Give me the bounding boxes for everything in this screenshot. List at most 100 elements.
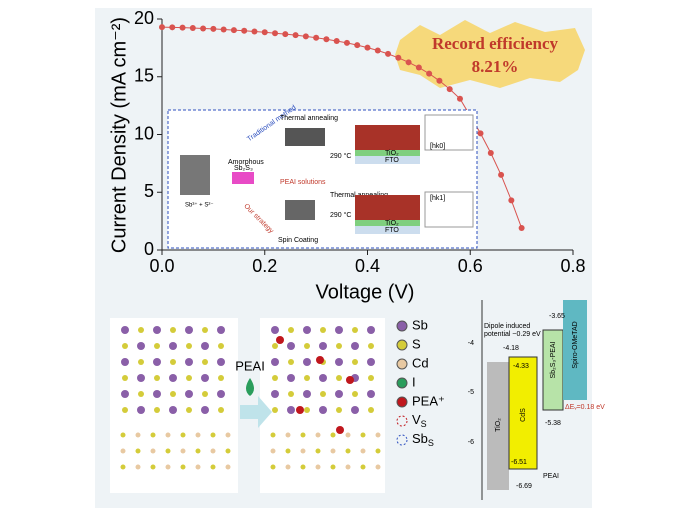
atom <box>336 375 342 381</box>
atom <box>217 390 225 398</box>
atom <box>367 326 375 334</box>
atom <box>345 464 351 470</box>
atom <box>165 432 171 438</box>
atom <box>121 358 129 366</box>
arrow <box>240 396 272 428</box>
label: TiO₂ <box>385 150 399 157</box>
atom <box>180 448 186 454</box>
atom <box>154 375 160 381</box>
tio2 <box>487 362 509 490</box>
x-tick-label: 0.4 <box>355 256 380 276</box>
label: [hk1] <box>430 195 445 202</box>
atom <box>304 343 310 349</box>
level: -3.65 <box>549 313 565 320</box>
atom <box>285 464 291 470</box>
atom <box>288 359 294 365</box>
legend-marker <box>396 434 408 446</box>
annotation: Record efficiency <box>432 34 559 53</box>
atom <box>185 390 193 398</box>
label: FTO <box>385 227 399 234</box>
atom <box>210 448 216 454</box>
atom <box>285 448 291 454</box>
atom <box>150 464 156 470</box>
note: potential ~0.29 eV <box>484 331 541 338</box>
atom <box>368 375 374 381</box>
atom <box>137 342 145 350</box>
atom <box>195 464 201 470</box>
point <box>426 70 433 77</box>
atom <box>218 407 224 413</box>
atom <box>195 432 201 438</box>
atom <box>270 448 276 454</box>
atom <box>360 432 366 438</box>
atom <box>165 464 171 470</box>
atom <box>351 406 359 414</box>
point <box>261 29 268 36</box>
atom <box>272 343 278 349</box>
atom <box>375 432 381 438</box>
hotplate <box>285 128 325 146</box>
label: Amorphous <box>228 159 264 166</box>
atom <box>120 432 126 438</box>
atom <box>122 375 128 381</box>
atom <box>137 406 145 414</box>
point <box>159 24 165 31</box>
atom <box>186 343 192 349</box>
tio2 <box>355 220 420 226</box>
point <box>364 44 371 51</box>
legend-label: S <box>412 336 421 351</box>
point <box>436 77 443 84</box>
atom <box>352 359 358 365</box>
atom <box>351 342 359 350</box>
ion <box>346 376 354 384</box>
layer: CdS <box>520 408 527 422</box>
annotation: 8.21% <box>472 57 519 76</box>
atom <box>135 448 141 454</box>
point <box>415 64 422 71</box>
atom <box>375 464 381 470</box>
point <box>333 37 340 44</box>
atom <box>169 374 177 382</box>
atom <box>320 391 326 397</box>
atom <box>170 359 176 365</box>
point <box>395 54 402 61</box>
point <box>230 27 237 34</box>
point <box>498 171 505 178</box>
atom <box>304 407 310 413</box>
legend-label: VS <box>412 412 427 429</box>
layer: PEAI <box>543 473 559 480</box>
layer: Sb₂S₃-PEAI <box>550 341 557 378</box>
point <box>241 27 248 34</box>
crystal <box>424 191 474 228</box>
atom <box>135 464 141 470</box>
x-tick-label: 0.8 <box>560 256 585 276</box>
point <box>220 26 227 33</box>
atom <box>271 326 279 334</box>
atom <box>217 358 225 366</box>
point <box>477 130 484 137</box>
fto <box>355 156 420 164</box>
point <box>313 34 320 41</box>
label: Sb₂S₃ <box>234 165 253 172</box>
atom <box>185 358 193 366</box>
label: Spin Coating <box>278 237 318 244</box>
atom <box>225 432 231 438</box>
level: -4.33 <box>513 363 529 370</box>
note: ΔEᵥ=0.18 eV <box>565 404 605 411</box>
atom <box>202 391 208 397</box>
label: Thermal annealing <box>280 115 338 122</box>
point <box>189 25 196 32</box>
grains <box>355 125 420 150</box>
atom <box>135 432 141 438</box>
atom <box>271 358 279 366</box>
atom <box>169 406 177 414</box>
cds <box>508 356 538 470</box>
layer: Spiro-OMeTAD <box>572 321 579 368</box>
y-tick-label: 20 <box>134 8 154 28</box>
label: FTO <box>385 157 399 164</box>
atom <box>270 464 276 470</box>
atom <box>121 326 129 334</box>
atom <box>154 343 160 349</box>
